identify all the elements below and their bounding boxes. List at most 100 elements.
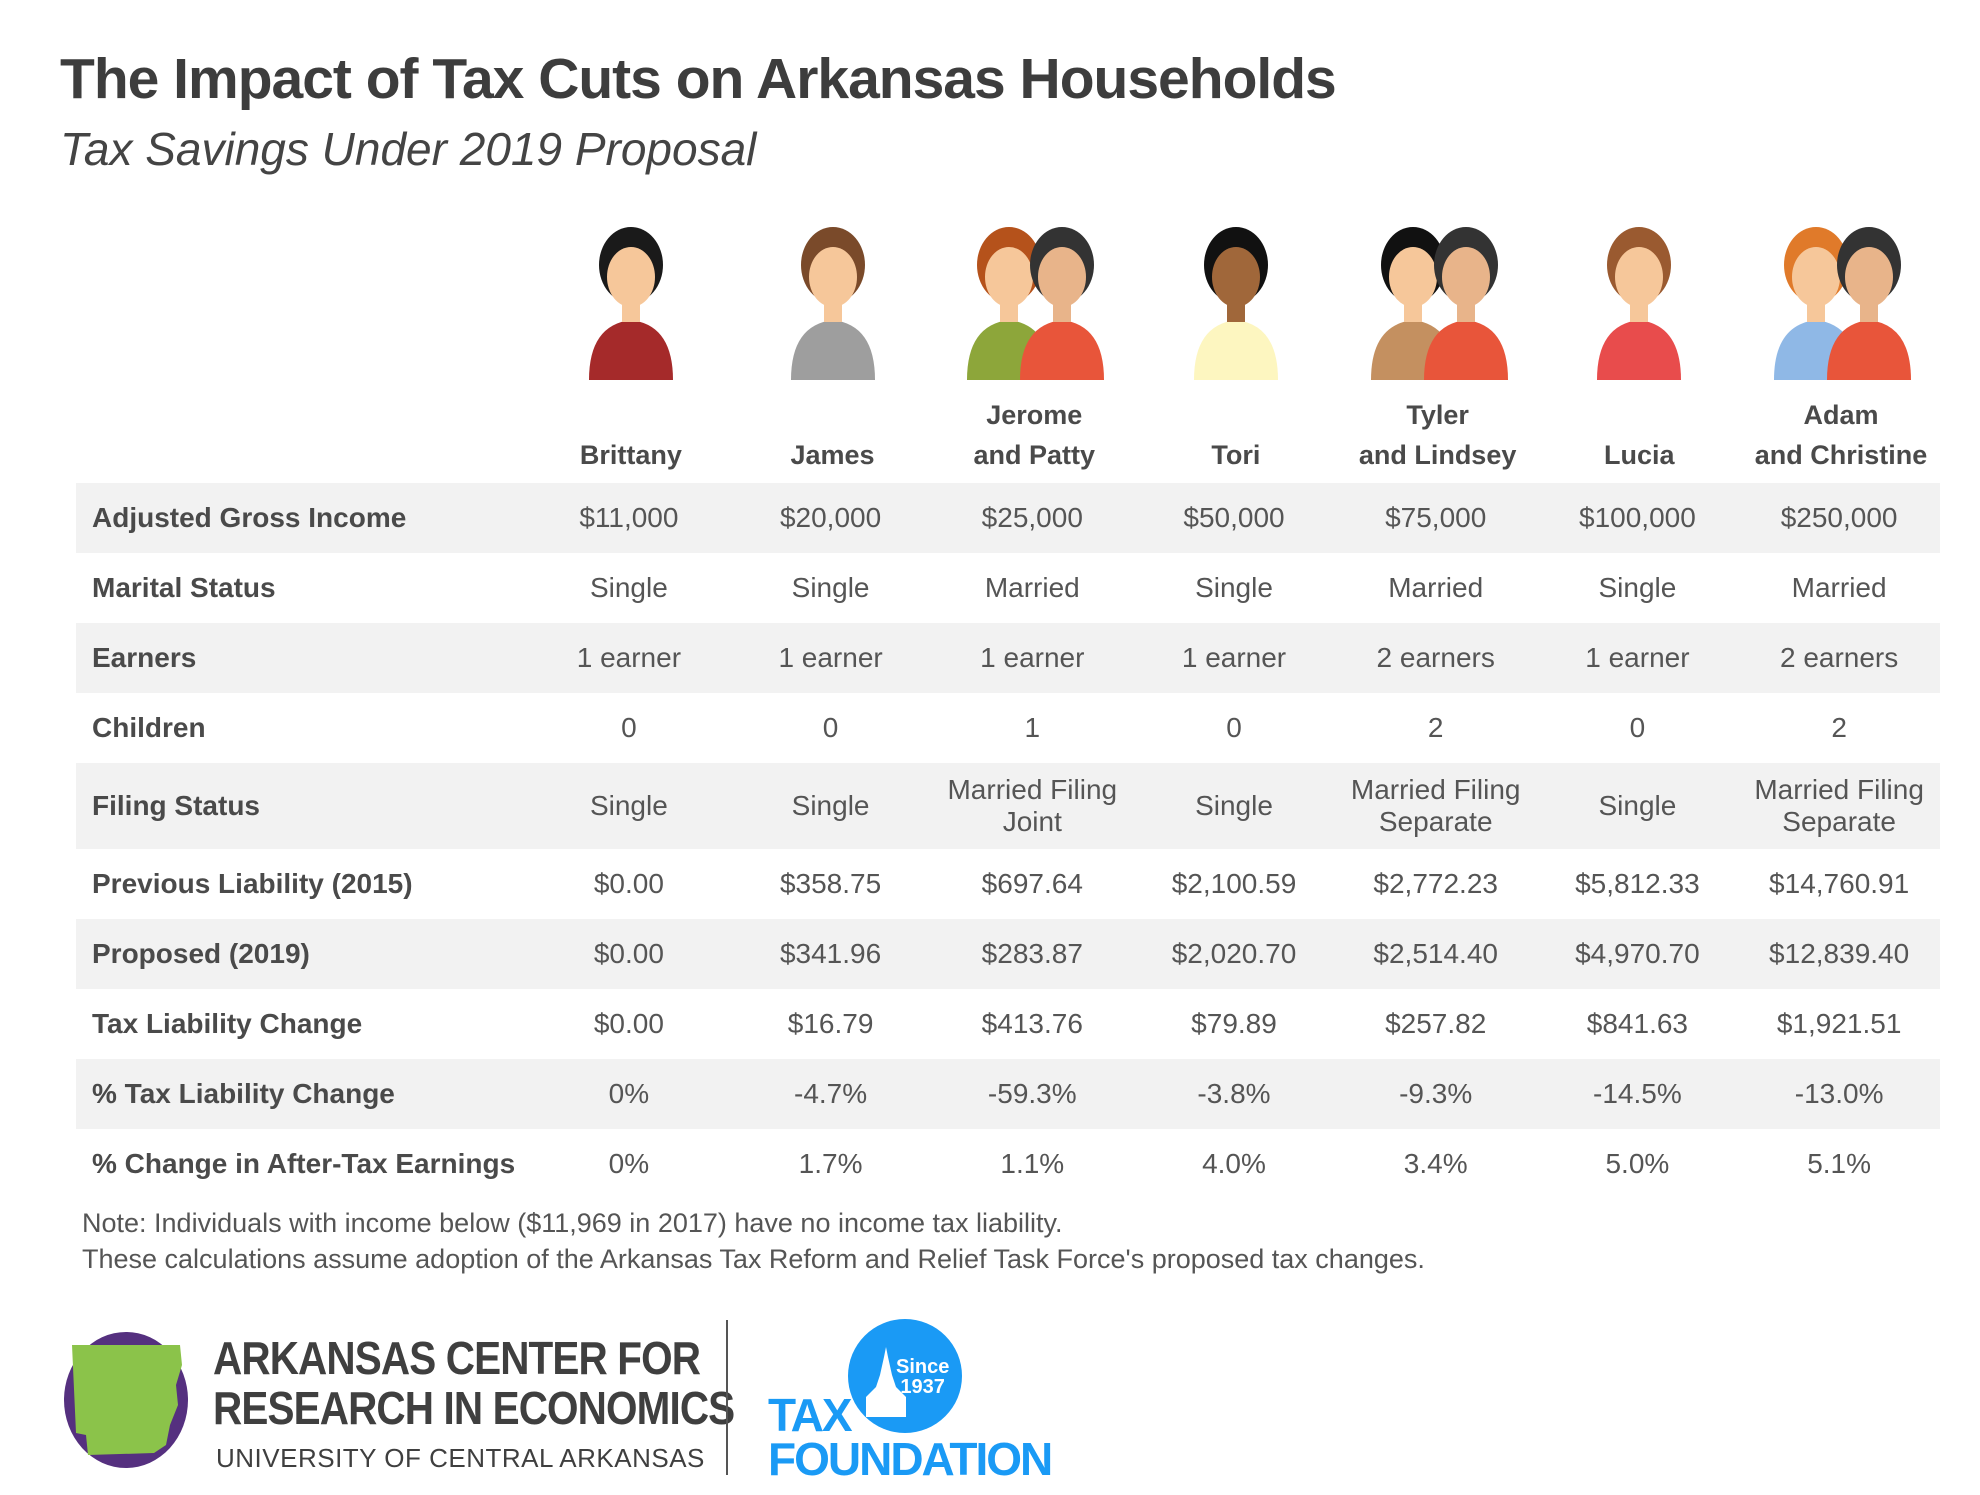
cell: 1 earner: [1536, 623, 1739, 693]
cell: -13.0%: [1738, 1059, 1940, 1129]
capitol-icon: [848, 1319, 962, 1433]
cell: $841.63: [1586, 1008, 1688, 1039]
cell: $12,839.40: [1738, 919, 1940, 989]
cell: 3.4%: [1403, 1148, 1468, 1179]
couple-icon: [1337, 205, 1539, 385]
acre-line: RESEARCH IN ECONOMICS: [213, 1382, 735, 1434]
table-row: % Change in After-Tax Earnings 0% 1.7% 1.1%…: [76, 1129, 1940, 1199]
table-row: Previous Liability (2015) $0.00 $358.75 $69…: [76, 849, 1940, 919]
cell: 2: [1427, 712, 1444, 743]
cell: -59.3%: [931, 1059, 1134, 1129]
cell: Married: [1388, 572, 1484, 603]
cell: 1.7%: [798, 1148, 863, 1179]
cell: $697.64: [981, 868, 1083, 899]
household-names: Brittany James Jerome and Patty Tori Tyler and…: [530, 395, 1942, 475]
cell: $16.79: [787, 1008, 874, 1039]
cell: $0.00: [593, 868, 664, 899]
cell: 0: [1629, 712, 1646, 743]
woman-icon: [530, 205, 732, 385]
cell: $2,020.70: [1133, 919, 1335, 989]
cell: Married: [1791, 572, 1887, 603]
cell: 0: [822, 712, 839, 743]
cell: Married: [984, 572, 1080, 603]
cell: -3.8%: [1133, 1059, 1335, 1129]
cell: 5.1%: [1807, 1148, 1872, 1179]
table-row: Earners 1 earner 1 earner 1 earner 1 earner 2…: [76, 623, 1940, 693]
name-line: and Lindsey: [1358, 440, 1517, 470]
row-label: Marital Status: [92, 572, 276, 603]
household-name: Jerome and Patty: [933, 395, 1135, 475]
cell: Married Filing Separate: [1738, 763, 1940, 849]
cell: $250,000: [1738, 483, 1940, 553]
note-line: These calculations assume adoption of th…: [82, 1244, 1425, 1274]
cell: $341.96: [729, 919, 932, 989]
cell: Single: [1195, 572, 1273, 603]
cell: -14.5%: [1536, 1059, 1739, 1129]
cell: Single: [528, 763, 730, 849]
table-row: % Tax Liability Change 0% -4.7% -59.3% -3.8%…: [76, 1059, 1940, 1129]
table-row: Proposed (2019) $0.00 $341.96 $283.87 $2,020…: [76, 919, 1940, 989]
cell: $5,812.33: [1575, 868, 1700, 899]
cell: Single: [791, 572, 870, 603]
row-label: Earners: [76, 623, 529, 693]
cell: -9.3%: [1334, 1059, 1537, 1129]
divider: [726, 1320, 728, 1475]
name-line: Jerome: [986, 400, 1083, 430]
cell: Married Filing Separate: [1334, 763, 1537, 849]
woman-icon: [1135, 205, 1337, 385]
cell: 1 earner: [729, 623, 932, 693]
cell: $1,921.51: [1776, 1008, 1902, 1039]
name-line: and Christine: [1754, 440, 1928, 470]
cell: $50,000: [1133, 483, 1335, 553]
couple-icon: [933, 205, 1135, 385]
note-line: Note: Individuals with income below ($11…: [82, 1208, 1063, 1238]
cell: 1 earner: [528, 623, 730, 693]
household-name: Tori: [1135, 395, 1337, 475]
cell: $25,000: [931, 483, 1134, 553]
cell: 2 earners: [1738, 623, 1940, 693]
cell: $0.00: [593, 1008, 664, 1039]
cell: 4.0%: [1202, 1148, 1266, 1179]
cell: 0%: [528, 1059, 730, 1129]
cell: $283.87: [931, 919, 1134, 989]
name-line: Tori: [1211, 440, 1261, 470]
since-badge: Since 1937: [896, 1357, 949, 1397]
name-line: Adam: [1803, 400, 1879, 430]
cell: $0.00: [528, 919, 730, 989]
cell: Single: [1133, 763, 1335, 849]
name-line: and Patty: [973, 440, 1095, 470]
acre-logo-icon: [64, 1332, 188, 1468]
cell: $2,100.59: [1171, 868, 1297, 899]
row-label: Children: [92, 712, 206, 743]
row-label: Adjusted Gross Income: [76, 483, 529, 553]
notes: Note: Individuals with income below ($11…: [82, 1205, 1425, 1277]
name-line: Tyler: [1406, 400, 1469, 430]
since-text: Since: [896, 1356, 950, 1378]
cell: $257.82: [1385, 1008, 1487, 1039]
household-name: Brittany: [530, 395, 732, 475]
acre-line: ARKANSAS CENTER FOR: [213, 1332, 701, 1384]
cell: Married Filing Joint: [931, 763, 1134, 849]
cell: 1: [1024, 712, 1041, 743]
cell: 1 earner: [931, 623, 1134, 693]
page-subtitle: Tax Savings Under 2019 Proposal: [60, 123, 757, 175]
cell: $358.75: [779, 868, 882, 899]
cell: 5.0%: [1605, 1148, 1670, 1179]
man-icon: [732, 205, 934, 385]
tax-table: Adjusted Gross Income $11,000 $20,000 $25,0…: [76, 483, 1940, 1199]
woman-icon: [1538, 205, 1740, 385]
row-label: Proposed (2019): [76, 919, 529, 989]
row-label: % Tax Liability Change: [76, 1059, 529, 1129]
uca-name: UNIVERSITY OF CENTRAL ARKANSAS: [216, 1443, 705, 1473]
cell: 1 earner: [1133, 623, 1335, 693]
cell: $79.89: [1191, 1008, 1277, 1039]
cell: $413.76: [981, 1008, 1083, 1039]
cell: $75,000: [1334, 483, 1537, 553]
cell: $11,000: [528, 483, 730, 553]
tf-line: FOUNDATION: [768, 1433, 1053, 1485]
row-label: % Change in After-Tax Earnings: [92, 1148, 516, 1179]
cell: $4,970.70: [1536, 919, 1739, 989]
table-row: Children 0 0 1 0 2 0 2: [76, 693, 1940, 763]
logos: ARKANSAS CENTER FOR RESEARCH IN ECONOMIC…: [58, 1315, 1058, 1485]
acre-name: ARKANSAS CENTER FOR RESEARCH IN ECONOMIC…: [213, 1332, 735, 1434]
